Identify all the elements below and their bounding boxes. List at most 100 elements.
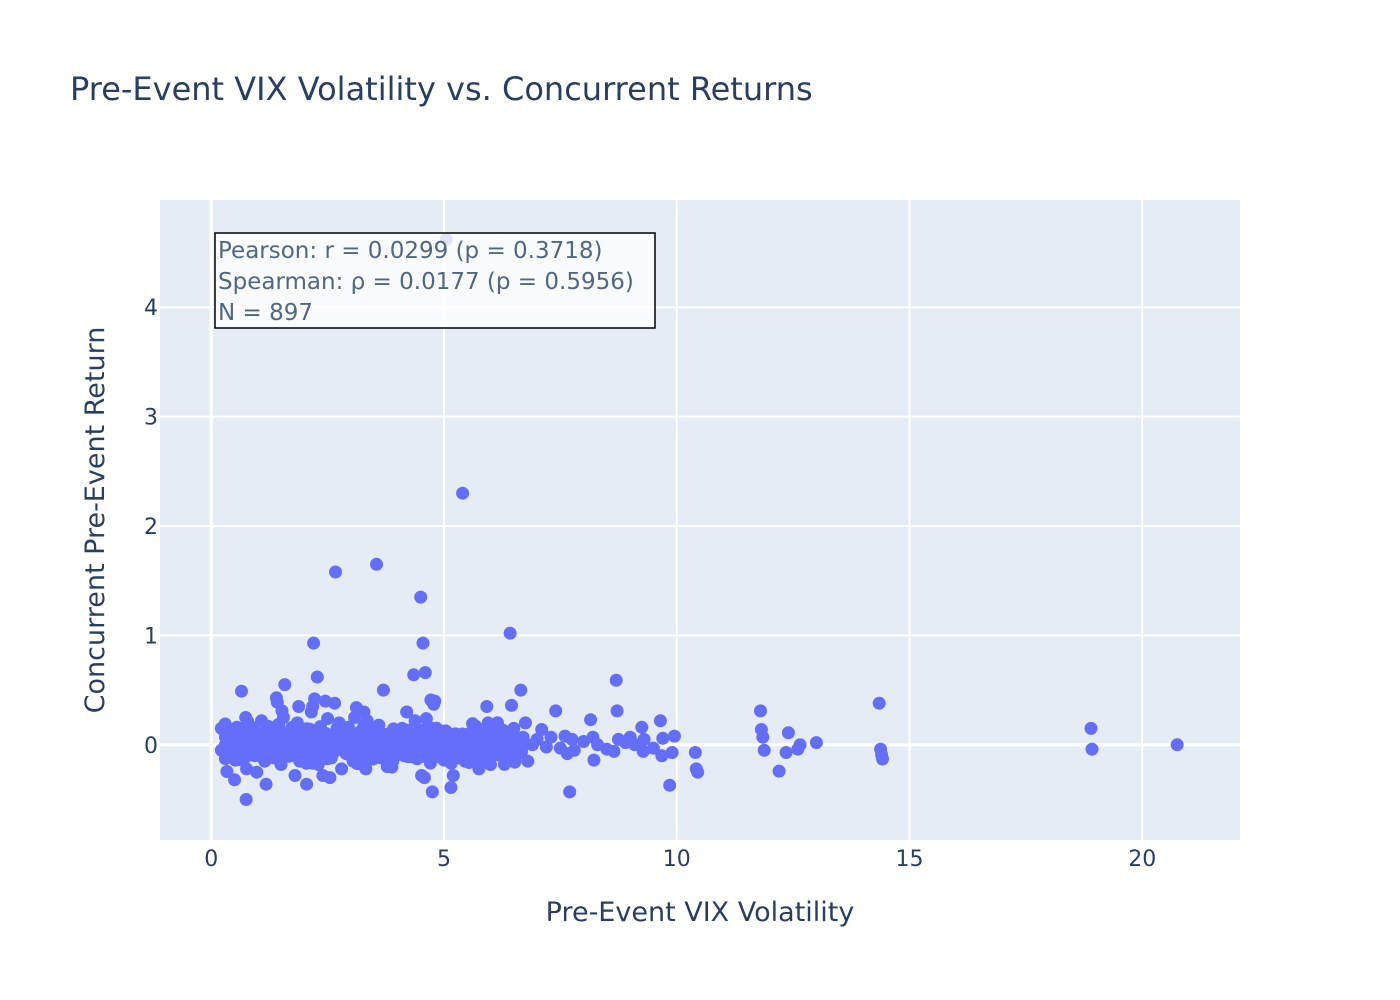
y-tick-label: 4: [144, 296, 158, 321]
data-point: [351, 743, 365, 757]
data-point: [240, 762, 254, 776]
data-point: [239, 793, 253, 806]
data-point: [636, 744, 650, 758]
data-point: [503, 626, 517, 640]
data-point: [329, 565, 342, 579]
data-point: [410, 727, 424, 741]
data-point: [407, 668, 421, 682]
data-point: [310, 670, 324, 684]
data-point: [781, 726, 795, 740]
data-point: [456, 486, 470, 500]
data-point: [756, 730, 770, 744]
data-point: [567, 743, 581, 757]
data-point: [372, 718, 386, 732]
x-tick-labels: 0 5 10 15 20: [204, 847, 1156, 872]
data-point: [419, 712, 433, 726]
n-count-stat: N = 897: [218, 300, 313, 326]
data-point: [395, 721, 409, 735]
data-point: [238, 751, 252, 765]
data-point: [411, 742, 425, 756]
data-point: [511, 740, 525, 754]
y-axis-title: Concurrent Pre-Event Return: [80, 327, 111, 714]
data-point: [484, 758, 497, 771]
y-tick-label: 2: [144, 515, 158, 540]
data-point: [311, 758, 325, 771]
data-point: [584, 713, 598, 727]
data-point: [220, 765, 234, 778]
data-point: [308, 692, 322, 706]
data-point: [565, 732, 579, 746]
data-point: [307, 636, 321, 650]
data-point: [646, 741, 660, 755]
x-tick-label: 0: [204, 847, 218, 872]
data-point: [309, 735, 323, 748]
data-point: [635, 720, 649, 734]
x-tick-label: 20: [1128, 847, 1156, 872]
data-point: [235, 684, 248, 698]
data-point: [653, 714, 667, 728]
data-point: [335, 762, 349, 776]
data-point: [667, 729, 681, 743]
data-point: [214, 721, 228, 735]
data-point: [360, 714, 374, 728]
data-point: [507, 721, 521, 735]
data-point: [607, 744, 621, 758]
data-point: [421, 732, 435, 746]
data-point: [539, 740, 553, 754]
data-point: [418, 666, 432, 680]
data-point: [288, 769, 302, 782]
x-axis-title: Pre-Event VIX Volatility: [546, 897, 855, 928]
data-point: [228, 773, 241, 787]
data-point: [793, 738, 807, 752]
data-point: [663, 778, 677, 792]
x-tick-label: 10: [663, 847, 691, 872]
data-point: [505, 698, 518, 712]
data-point: [665, 746, 679, 759]
data-point: [370, 557, 383, 571]
x-tick-label: 5: [437, 847, 451, 872]
data-point: [425, 785, 439, 799]
data-point: [414, 590, 428, 604]
data-point: [292, 700, 306, 713]
data-point: [417, 771, 431, 785]
data-point: [656, 731, 670, 745]
data-point: [872, 696, 886, 710]
grid-lines: [160, 200, 1240, 840]
data-point: [876, 752, 889, 766]
data-point: [300, 777, 314, 791]
data-point: [458, 754, 472, 768]
data-point: [477, 749, 490, 763]
data-point: [278, 678, 292, 692]
data-point: [342, 720, 355, 734]
data-point: [587, 753, 601, 767]
data-point: [772, 764, 786, 778]
data-point: [323, 771, 337, 785]
y-tick-labels: 0 1 2 3 4: [144, 296, 158, 759]
data-point: [549, 704, 563, 718]
data-point: [214, 743, 228, 757]
data-point: [809, 736, 823, 750]
data-points: [214, 232, 1184, 806]
data-point: [1084, 721, 1098, 735]
data-point: [516, 730, 530, 744]
x-tick-label: 15: [895, 847, 923, 872]
data-point: [757, 743, 771, 757]
data-point: [376, 683, 390, 697]
data-point: [1170, 738, 1184, 752]
data-point: [498, 729, 511, 743]
data-point: [444, 781, 458, 794]
data-point: [359, 762, 373, 776]
data-point: [472, 762, 486, 776]
stats-annotation: Pearson: r = 0.0299 (p = 0.3718) Spearma…: [214, 232, 656, 329]
data-point: [328, 696, 342, 710]
spearman-stat: Spearman: ρ = 0.0177 (p = 0.5956): [218, 269, 634, 295]
data-point: [321, 712, 335, 726]
data-point: [530, 732, 544, 746]
y-tick-label: 3: [144, 406, 158, 431]
data-point: [250, 765, 264, 779]
data-point: [691, 765, 705, 779]
data-point: [437, 753, 451, 767]
data-point: [386, 754, 400, 768]
data-point: [290, 716, 304, 730]
